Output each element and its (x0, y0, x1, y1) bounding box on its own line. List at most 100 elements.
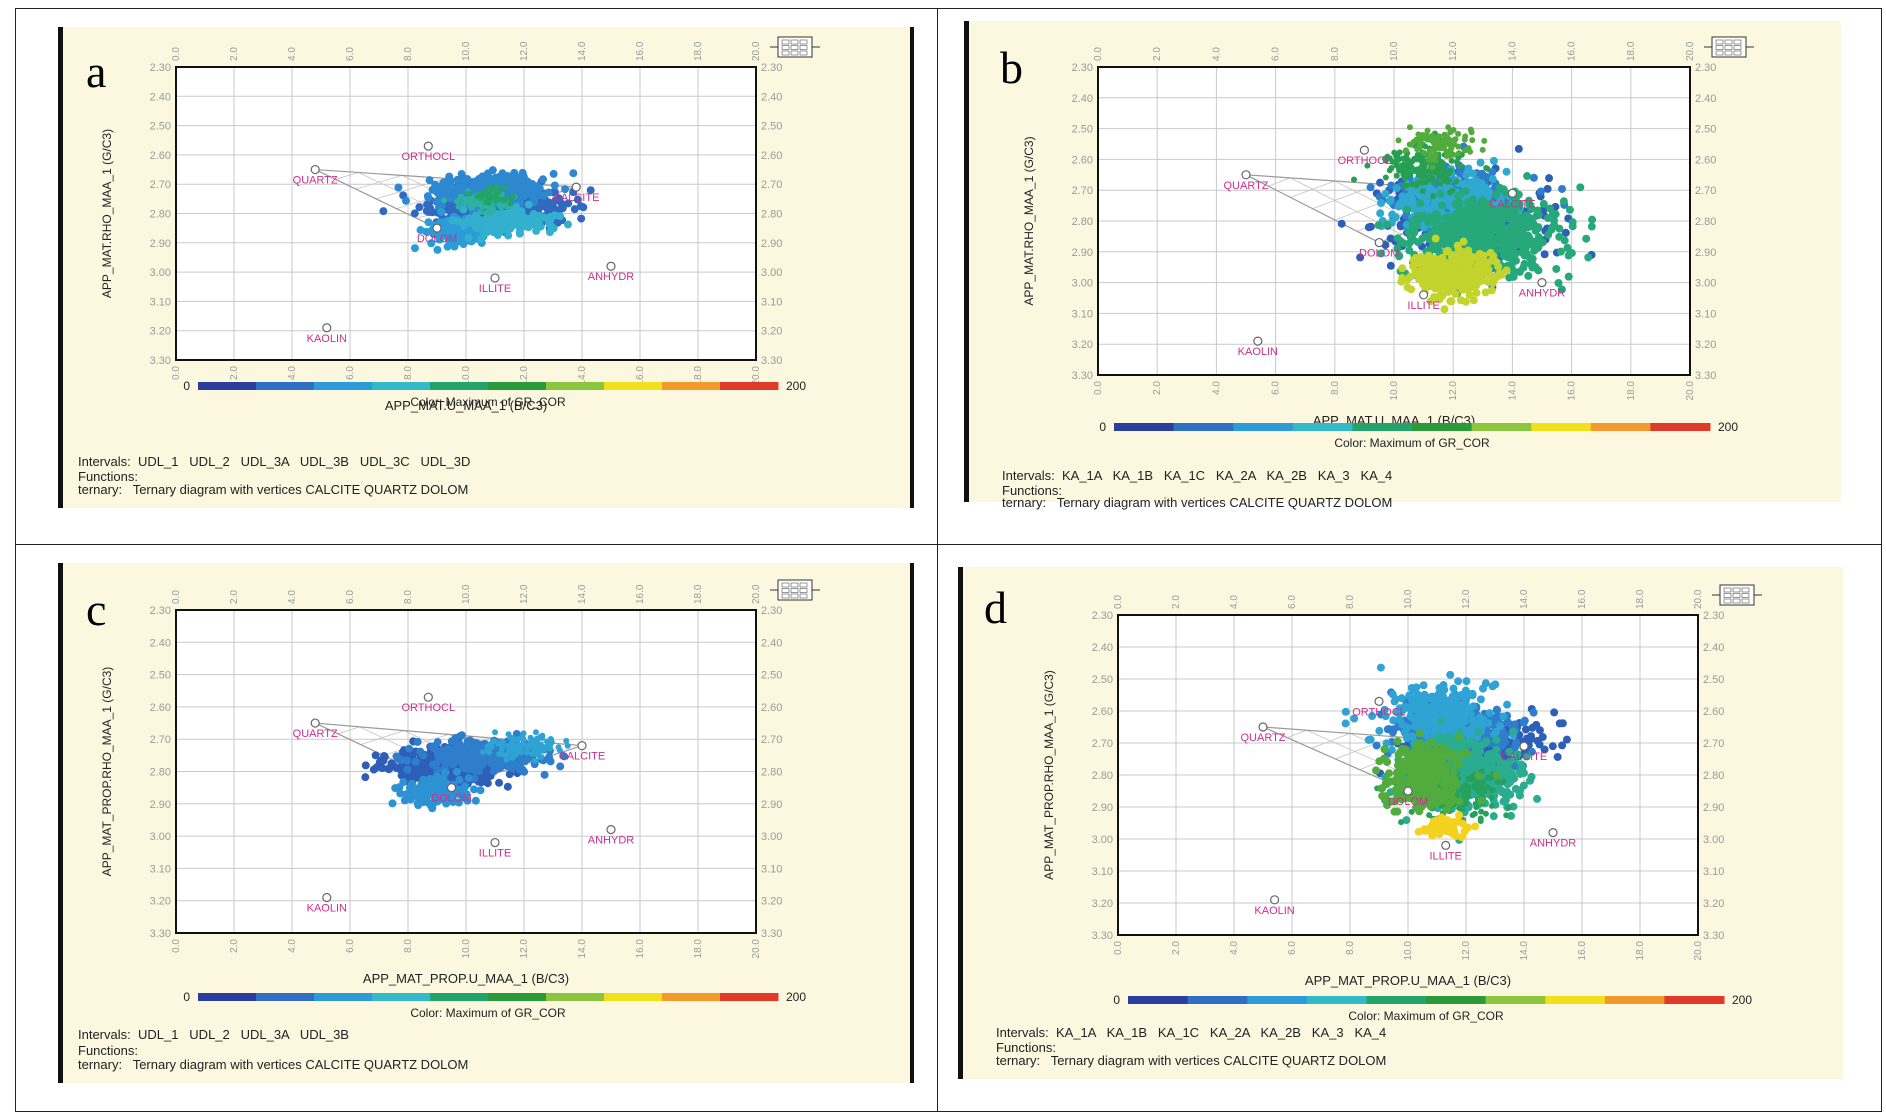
scatter-point (532, 750, 539, 757)
scatter-point (1548, 223, 1557, 232)
scatter-point (1393, 244, 1402, 253)
scatter-point (1481, 137, 1488, 144)
y-tick-label-left: 2.80 (150, 209, 171, 221)
ternary-line-c: ternary: Ternary diagram with vertices C… (78, 1057, 468, 1072)
scatter-point (1553, 752, 1562, 761)
colorbar-segment (720, 993, 779, 1001)
x-tick-label-bottom: 18.0 (693, 939, 704, 959)
scatter-point (516, 224, 525, 233)
y-tick-label-right: 2.30 (1703, 610, 1724, 622)
chart-panel-b: 0.0 0.0 2.0 2.0 4.0 4.0 6.0 6.0 8.0 8.0 10.0 10.0 12… (964, 21, 1841, 510)
scatter-point (466, 201, 473, 208)
scatter-point (427, 239, 436, 248)
intervals-line-a: Intervals: UDL_1 UDL_2 UDL_3A UDL_3B UDL… (78, 454, 470, 469)
x-tick-label-bottom: 10.0 (461, 939, 472, 959)
scatter-point (424, 218, 433, 227)
colorbar-segment (1471, 423, 1532, 431)
scatter-point (498, 742, 505, 749)
scatter-cluster-KA_4 (1397, 234, 1511, 314)
y-tick-label-left: 3.10 (150, 863, 171, 875)
scatter-point (437, 207, 446, 216)
y-tick-label-right: 2.90 (761, 799, 782, 811)
scatter-point (1392, 184, 1401, 193)
scatter-point (1422, 194, 1431, 203)
y-tick-label-left: 3.00 (150, 267, 171, 279)
colorbar-min-label: 0 (1099, 420, 1106, 434)
scatter-point (573, 195, 582, 204)
scatter-point (1485, 258, 1494, 267)
scatter-point (1408, 197, 1417, 206)
scatter-point (1448, 273, 1457, 282)
chart-svg-d: 0.00.02.02.04.04.06.06.08.08.010.010.012… (1042, 584, 1762, 1023)
scatter-point (471, 796, 480, 805)
scatter-point (1466, 178, 1475, 187)
ternary-label: ternary: (78, 482, 123, 497)
scatter-point (1403, 182, 1410, 189)
y-tick-label-right: 3.30 (1703, 930, 1724, 942)
x-tick-label-bottom: 6.0 (345, 939, 356, 953)
x-tick-label-bottom: 14.0 (577, 939, 588, 959)
y-tick-label-left: 3.00 (1092, 834, 1113, 846)
colorbar-title: Color: Maximum of GR_COR (410, 1006, 566, 1020)
y-tick-label-left: 2.70 (150, 734, 171, 746)
mineral-label-kaolin: KAOLIN (307, 333, 347, 345)
scatter-point (399, 778, 408, 787)
scatter-point (1445, 124, 1452, 131)
scatter-point (1492, 190, 1501, 199)
scatter-point (1351, 176, 1358, 183)
x-tick-label-bottom: 6.0 (345, 366, 356, 380)
scatter-point (473, 179, 482, 188)
scatter-point (1436, 226, 1445, 235)
x-tick-label-top: 20.0 (751, 584, 762, 604)
y-tick-label-left: 2.70 (150, 179, 171, 191)
scatter-point (531, 757, 538, 764)
scatter-point (470, 774, 479, 783)
scatter-point (1424, 127, 1431, 134)
scatter-point (1337, 219, 1346, 228)
scatter-point (1499, 215, 1508, 224)
scatter-point (1435, 285, 1444, 294)
y-tick-label-right: 2.70 (1703, 738, 1724, 750)
scatter-point (460, 219, 469, 228)
scatter-point (1543, 184, 1552, 193)
scatter-point (1410, 215, 1419, 224)
scatter-point (1395, 156, 1402, 163)
scatter-point (433, 738, 442, 747)
scatter-point (1455, 199, 1464, 208)
x-tick-label-top: 18.0 (693, 41, 704, 61)
scatter-point (1479, 146, 1486, 153)
y-tick-label-right: 2.40 (761, 637, 782, 649)
scatter-point (1469, 296, 1478, 305)
scatter-point (563, 220, 572, 229)
scatter-point (1386, 261, 1395, 270)
scatter-point (433, 766, 442, 775)
x-tick-label-bottom: 0.0 (1093, 381, 1104, 395)
scatter-point (1386, 234, 1395, 243)
x-tick-label-top: 18.0 (693, 584, 704, 604)
scatter-point (441, 179, 450, 188)
scatter-point (1534, 223, 1543, 232)
scatter-point (1431, 234, 1440, 243)
scatter-point (1535, 240, 1544, 249)
scatter-point (403, 765, 412, 774)
y-tick-label-left: 2.30 (150, 605, 171, 617)
scatter-point (1538, 733, 1547, 742)
scatter-cluster-UDL_3A (410, 207, 513, 254)
scatter-point (1386, 155, 1393, 162)
x-tick-label-bottom: 4.0 (287, 366, 298, 380)
colorbar-title: Color: Maximum of GR_COR (410, 395, 566, 409)
scatter-point (1555, 224, 1564, 233)
scatter-point (387, 762, 396, 771)
scatter-point (1500, 231, 1509, 240)
intervals-values: UDL_1 UDL_2 UDL_3A UDL_3B UDL_3C UDL_3D (137, 454, 471, 469)
colorbar-segment (314, 382, 373, 390)
colorbar-segment (430, 382, 489, 390)
scatter-point (1472, 288, 1481, 297)
x-tick-label-top: 0.0 (1093, 47, 1104, 61)
scatter-point (515, 187, 524, 196)
scatter-point (1476, 183, 1485, 192)
scatter-point (515, 736, 522, 743)
scatter-point (1530, 246, 1539, 255)
x-tick-label-bottom: 2.0 (1152, 381, 1163, 395)
ternary-mesh-line (1287, 729, 1307, 739)
